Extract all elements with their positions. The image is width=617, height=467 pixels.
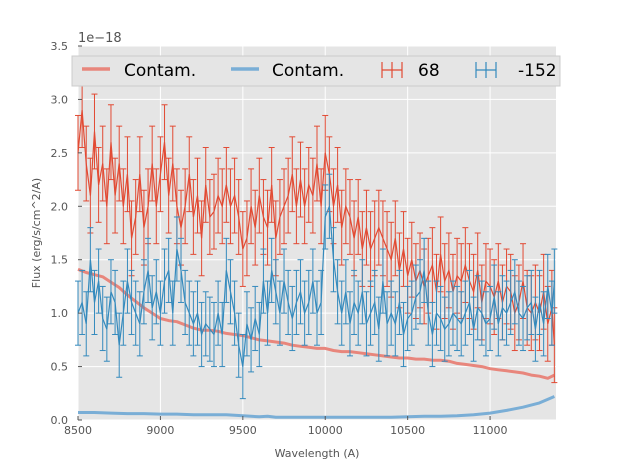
legend: Contam. Contam. 68 -152	[71, 55, 561, 87]
plot-background	[78, 46, 556, 420]
y-tick-label: 1.0	[51, 307, 69, 320]
y-tick-label: 3.0	[51, 93, 69, 106]
x-axis: 8500 9000 9500 10000 10500 11000	[64, 416, 508, 437]
legend-label-68: 68	[418, 61, 440, 81]
y-axis-label: Flux (erg/s/cm^2/A)	[30, 178, 43, 288]
y-tick-label: 3.5	[51, 40, 69, 53]
x-tick-label: 11000	[473, 424, 508, 437]
series-line-2	[77, 110, 555, 346]
y-axis: 0.0 0.5 1.0 1.5 2.0 2.5 3.0 3.5	[51, 40, 82, 427]
series-line-1	[78, 395, 555, 419]
x-tick-label: 9000	[146, 424, 174, 437]
x-tick-label: 10500	[390, 424, 425, 437]
y-tick-label: 2.0	[51, 200, 69, 213]
series-line-3	[77, 206, 555, 367]
x-axis-label: Wavelength (A)	[275, 447, 360, 460]
x-tick-label: 9500	[229, 424, 257, 437]
plot-area	[75, 72, 558, 419]
legend-box	[71, 55, 561, 87]
y-tick-label: 2.5	[51, 147, 69, 160]
series-errorbars-3	[75, 173, 558, 400]
legend-errorbar-icon-68	[381, 62, 403, 78]
y-tick-label: 1.5	[51, 254, 69, 267]
y-tick-label: 0.0	[51, 414, 69, 427]
x-tick-label: 10000	[308, 424, 343, 437]
series-line-0	[77, 267, 556, 380]
legend-label-152: -152	[518, 61, 557, 81]
legend-errorbar-icon-152	[475, 62, 497, 78]
y-offset-label: 1e−18	[78, 31, 122, 46]
legend-label-contam-blue: Contam.	[272, 61, 344, 81]
y-tick-label: 0.5	[51, 361, 69, 374]
grid	[77, 45, 556, 421]
legend-label-contam-red: Contam.	[124, 61, 196, 81]
x-tick-label: 8500	[64, 424, 92, 437]
